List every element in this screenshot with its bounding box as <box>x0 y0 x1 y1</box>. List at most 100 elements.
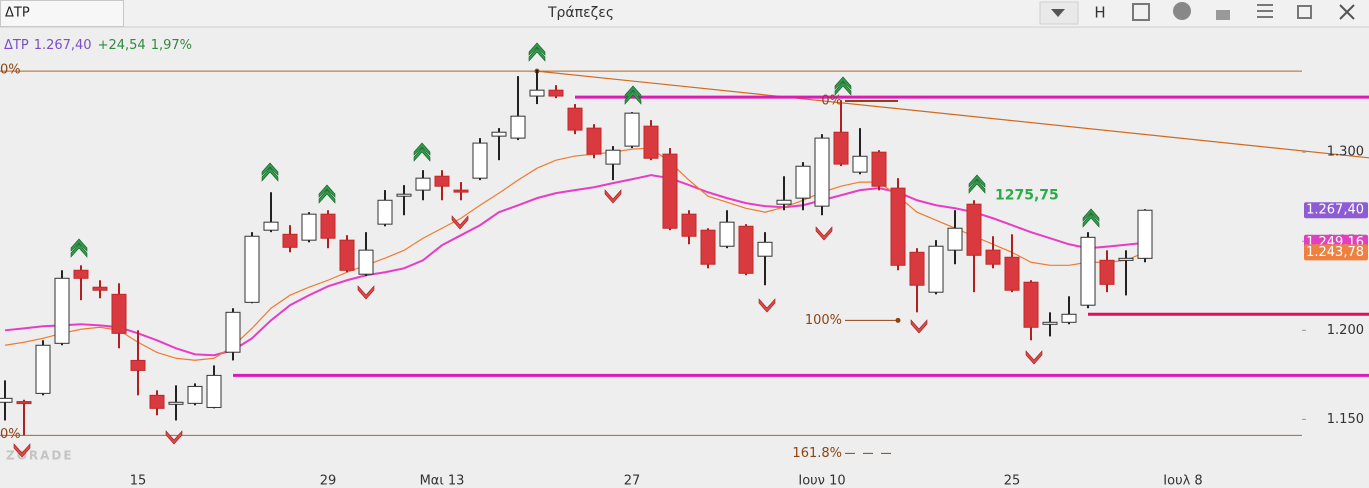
x-tick-label: 27 <box>624 474 641 488</box>
candle-body <box>168 401 184 405</box>
fib-level-label: 100% <box>805 313 842 328</box>
fib-level-label: 0% <box>821 94 842 109</box>
candle-body <box>662 153 678 229</box>
down-signal <box>165 430 183 445</box>
h-button[interactable]: H <box>1094 4 1105 22</box>
candle-body <box>1004 256 1020 291</box>
candle-body <box>111 293 127 334</box>
y-tick-label: 1.300 <box>1327 145 1364 160</box>
symbol-tab-label: ΔΤΡ <box>5 6 30 21</box>
dropdown-arrow <box>1051 9 1065 17</box>
x-tick-label: 15 <box>130 474 147 488</box>
candle-body <box>54 277 70 344</box>
candle-body <box>757 241 773 257</box>
watermark: ZORADE <box>6 449 74 463</box>
candle-body <box>377 199 393 225</box>
icon-lock[interactable] <box>1216 10 1230 20</box>
candle-body <box>814 137 830 207</box>
candle-body <box>339 239 355 271</box>
candle-body <box>567 107 583 131</box>
candle-body <box>358 249 374 275</box>
moving-average <box>4 174 1146 357</box>
candle-body <box>472 142 488 179</box>
symbol-tab[interactable] <box>0 0 124 27</box>
candle-body <box>1061 313 1077 323</box>
candle-body <box>624 112 640 147</box>
candle-body <box>833 131 849 165</box>
icon-quote[interactable] <box>1173 2 1191 20</box>
down-signal <box>451 215 469 230</box>
candle-body <box>643 125 659 159</box>
y-tick-label: 1.150 <box>1327 412 1364 427</box>
candle-body <box>415 177 431 191</box>
candle-body <box>928 245 944 293</box>
price-tag-label: 1.267,40 <box>1306 203 1364 218</box>
fib-anchor <box>895 317 901 323</box>
candle-body <box>320 213 336 239</box>
candle-body <box>206 374 222 408</box>
candle-body <box>282 233 298 248</box>
candle-body <box>985 249 1001 265</box>
x-tick-label: 29 <box>320 474 337 488</box>
candle-body <box>605 149 621 165</box>
annotation: 1275,75 <box>995 187 1059 203</box>
candle-body <box>738 225 754 274</box>
candle-body <box>852 155 868 173</box>
candle-body <box>130 359 146 371</box>
up-signal <box>968 174 986 194</box>
up-signal <box>261 162 279 182</box>
candle-body <box>548 89 564 97</box>
candle-body <box>187 385 203 404</box>
x-tick-label: 25 <box>1004 474 1021 488</box>
price-tag-label: 1.243,78 <box>1306 245 1364 260</box>
candle-body <box>0 397 13 403</box>
icon-close[interactable] <box>1339 4 1355 20</box>
quote-change: +24,54 <box>98 38 146 53</box>
icon-restore[interactable] <box>1297 5 1312 19</box>
title-bar <box>0 0 1369 27</box>
candle-body <box>225 311 241 353</box>
price-tag <box>1304 244 1368 261</box>
candle-body <box>510 115 526 139</box>
down-signal <box>13 443 31 458</box>
candle-body <box>795 165 811 199</box>
candle-body <box>776 199 792 205</box>
candle-body <box>909 251 925 286</box>
quote-price: 1.267,40 <box>34 38 92 53</box>
candle-body <box>1080 236 1096 306</box>
up-signal <box>834 76 852 96</box>
candle-body <box>73 269 89 279</box>
candle-body <box>1099 259 1115 285</box>
candle-body <box>453 189 469 193</box>
candle-body <box>966 203 982 256</box>
x-tick-label: Ιουν 10 <box>798 474 845 488</box>
fib-level-label: 161.8% <box>792 446 842 461</box>
candle-body <box>1137 209 1153 259</box>
icon-panel[interactable] <box>1132 3 1150 21</box>
candle-body <box>434 175 450 187</box>
candle-body <box>681 213 697 237</box>
down-signal <box>357 285 375 300</box>
fib-label: 0% <box>0 427 21 442</box>
x-tick-label: Μαι 13 <box>420 474 465 488</box>
fib-label: 0% <box>0 63 21 78</box>
y-tick-label: 1.200 <box>1327 323 1364 338</box>
candle-body <box>301 213 317 241</box>
quote-change-pct: 1,97% <box>151 38 192 53</box>
candle-body <box>871 151 887 187</box>
candle-body <box>491 131 507 137</box>
down-signal <box>758 298 776 313</box>
up-signal <box>70 238 88 258</box>
down-signal <box>815 226 833 241</box>
candle-body <box>1042 321 1058 325</box>
candle-body <box>396 193 412 197</box>
candle-body <box>149 394 165 409</box>
candle-body <box>35 344 51 394</box>
icon-menu[interactable] <box>1257 4 1273 18</box>
candle-body <box>890 187 906 266</box>
quote-line: ΔΤΡ 1.267,40 +24,54 1,97% <box>4 38 192 53</box>
candle-body <box>1118 257 1134 261</box>
trendline <box>536 70 1369 159</box>
candle-body <box>529 89 545 97</box>
